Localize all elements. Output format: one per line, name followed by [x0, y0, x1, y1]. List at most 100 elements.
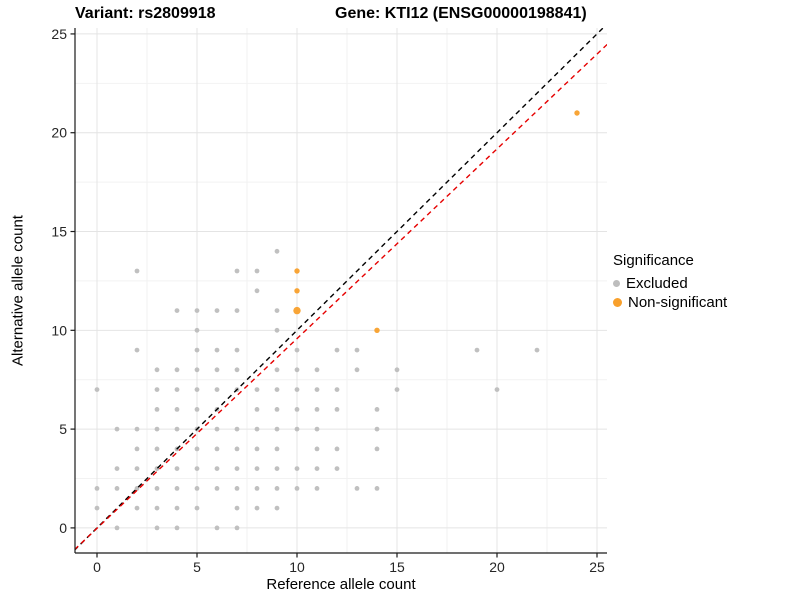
data-point-excluded: [174, 387, 180, 392]
data-point-excluded: [254, 466, 260, 471]
legend-item-non-significant: Non-significant: [613, 294, 727, 311]
data-point-excluded: [334, 446, 340, 452]
data-point-excluded: [174, 505, 180, 511]
data-point-excluded: [154, 446, 160, 452]
legend: Significance Excluded Non-significant: [613, 252, 727, 313]
data-point-excluded: [294, 347, 300, 353]
data-point-excluded: [234, 367, 240, 373]
data-point-excluded: [274, 426, 280, 432]
data-point-excluded: [214, 525, 220, 531]
data-point-excluded: [214, 347, 220, 353]
data-point-excluded: [274, 308, 280, 313]
data-point-excluded: [314, 387, 320, 392]
identity-line: [75, 28, 604, 551]
data-point-excluded: [294, 426, 300, 432]
data-point-excluded: [154, 387, 160, 392]
data-point-excluded: [234, 525, 240, 531]
data-point-excluded: [194, 387, 200, 392]
data-point-excluded: [214, 426, 220, 432]
x-tick-label: 20: [489, 559, 505, 575]
excluded-dot-icon: [613, 280, 620, 287]
data-point-excluded: [154, 407, 160, 412]
data-point-excluded: [114, 426, 120, 432]
data-point-excluded: [274, 367, 280, 373]
data-point-excluded: [334, 466, 340, 471]
data-point-excluded: [214, 466, 220, 471]
data-point-excluded: [194, 308, 200, 313]
data-point-excluded: [254, 407, 260, 412]
x-tick-label: 10: [289, 559, 305, 575]
data-point-excluded: [314, 446, 320, 452]
data-point-excluded: [294, 367, 300, 373]
data-point-excluded: [394, 387, 400, 392]
data-point-excluded: [234, 308, 240, 313]
data-point-excluded: [254, 505, 260, 511]
data-point-excluded: [314, 367, 320, 373]
data-point-non-significant: [574, 110, 580, 116]
x-tick-label: 0: [93, 559, 101, 575]
data-point-excluded: [394, 367, 400, 373]
data-point-excluded: [134, 268, 140, 274]
data-point-excluded: [274, 327, 280, 333]
data-point-excluded: [374, 486, 380, 491]
data-point-excluded: [94, 505, 100, 511]
data-point-excluded: [154, 486, 160, 491]
data-point-excluded: [294, 466, 300, 471]
data-point-excluded: [294, 387, 300, 392]
data-point-excluded: [94, 486, 100, 491]
y-tick-label: 20: [51, 125, 67, 141]
data-point-excluded: [154, 426, 160, 432]
data-point-excluded: [254, 446, 260, 452]
data-point-excluded: [174, 308, 180, 313]
x-axis-title: Reference allele count: [266, 576, 416, 593]
data-point-excluded: [274, 466, 280, 471]
data-point-excluded: [194, 505, 200, 511]
x-tick-label: 15: [389, 559, 405, 575]
y-tick-label: 5: [59, 421, 67, 437]
data-point-excluded: [534, 347, 540, 353]
variant-title: Variant: rs2809918: [75, 5, 216, 22]
data-point-excluded: [234, 426, 240, 432]
legend-item-excluded: Excluded: [613, 275, 727, 292]
data-point-excluded: [274, 505, 280, 511]
data-point-excluded: [314, 466, 320, 471]
data-point-excluded: [214, 308, 220, 313]
data-point-excluded: [274, 486, 280, 491]
legend-title: Significance: [613, 252, 694, 269]
data-point-excluded: [374, 407, 380, 412]
data-point-excluded: [174, 486, 180, 491]
data-point-excluded: [174, 426, 180, 432]
data-point-excluded: [354, 347, 360, 353]
gene-title: Gene: KTI12 (ENSG00000198841): [335, 5, 587, 22]
data-point-excluded: [314, 426, 320, 432]
data-point-excluded: [294, 407, 300, 412]
data-point-excluded: [134, 486, 140, 491]
data-point-excluded: [194, 367, 200, 373]
data-point-excluded: [154, 505, 160, 511]
data-point-excluded: [194, 466, 200, 471]
data-point-excluded: [214, 486, 220, 491]
data-point-excluded: [94, 387, 100, 392]
data-point-excluded: [114, 525, 120, 531]
data-point-excluded: [134, 426, 140, 432]
data-point-excluded: [274, 446, 280, 452]
data-point-excluded: [194, 486, 200, 491]
data-point-non-significant: [294, 288, 300, 294]
data-point-excluded: [134, 347, 140, 353]
data-point-excluded: [134, 446, 140, 452]
y-axis-title: Alternative allele count: [9, 215, 27, 366]
data-point-excluded: [174, 367, 180, 373]
data-point-excluded: [254, 288, 260, 294]
data-point-excluded: [194, 327, 200, 333]
legend-item-label: Non-significant: [628, 294, 728, 311]
data-point-excluded: [194, 347, 200, 353]
data-point-excluded: [154, 525, 160, 531]
data-point-excluded: [494, 387, 500, 392]
data-point-excluded: [194, 446, 200, 452]
data-point-excluded: [334, 387, 340, 392]
non-significant-dot-icon: [613, 298, 622, 307]
data-point-excluded: [214, 387, 220, 392]
data-point-excluded: [234, 466, 240, 471]
data-point-non-significant: [294, 268, 300, 274]
